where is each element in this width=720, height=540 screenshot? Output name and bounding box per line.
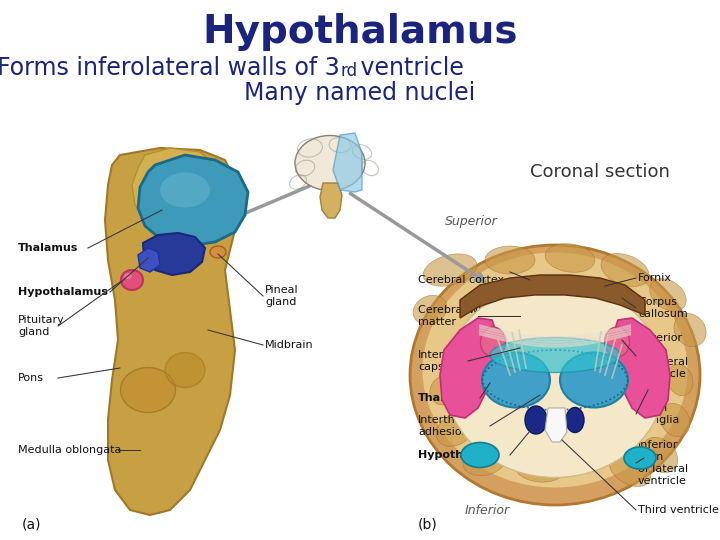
Ellipse shape — [436, 414, 474, 447]
Ellipse shape — [605, 327, 629, 357]
Text: ventricle: ventricle — [638, 369, 687, 379]
Text: Hypothalamus: Hypothalamus — [418, 450, 508, 460]
Ellipse shape — [160, 172, 210, 207]
Ellipse shape — [545, 244, 595, 272]
Text: (a): (a) — [22, 518, 42, 532]
Text: Fornix: Fornix — [638, 273, 672, 283]
Text: Pituitary: Pituitary — [18, 315, 65, 325]
Polygon shape — [333, 133, 362, 192]
Polygon shape — [460, 275, 645, 318]
Polygon shape — [138, 155, 248, 246]
Text: Medulla oblongata: Medulla oblongata — [18, 445, 122, 455]
Ellipse shape — [667, 364, 693, 396]
Text: Cerebral cortex: Cerebral cortex — [418, 275, 504, 285]
Text: Third ventricle: Third ventricle — [638, 505, 719, 515]
Ellipse shape — [674, 314, 706, 347]
Text: capsule: capsule — [418, 362, 461, 372]
Ellipse shape — [410, 245, 700, 505]
Ellipse shape — [485, 246, 535, 274]
Text: Anterior: Anterior — [638, 333, 683, 343]
Text: adhesion: adhesion — [418, 427, 469, 437]
Ellipse shape — [295, 136, 365, 191]
Text: Cerebral white: Cerebral white — [418, 305, 500, 315]
Ellipse shape — [121, 270, 143, 290]
Text: (b): (b) — [418, 518, 438, 532]
Ellipse shape — [461, 442, 499, 468]
Ellipse shape — [525, 406, 547, 434]
Polygon shape — [545, 408, 567, 442]
Text: Hypothalamus: Hypothalamus — [18, 287, 108, 297]
Ellipse shape — [482, 353, 550, 408]
Polygon shape — [105, 148, 240, 515]
Text: rd: rd — [340, 62, 357, 80]
Ellipse shape — [649, 279, 686, 311]
Text: Interthalamic: Interthalamic — [418, 415, 492, 425]
Ellipse shape — [423, 253, 688, 488]
Ellipse shape — [124, 273, 132, 279]
Ellipse shape — [560, 353, 628, 408]
Text: gland: gland — [265, 297, 297, 307]
Text: Thalamus: Thalamus — [18, 243, 78, 253]
Text: horn: horn — [638, 452, 663, 462]
Text: Pons: Pons — [18, 373, 44, 383]
Text: of lateral: of lateral — [638, 357, 688, 367]
Text: Internal: Internal — [418, 350, 461, 360]
Text: of lateral: of lateral — [638, 464, 688, 474]
Text: Hypothalamus: Hypothalamus — [202, 13, 518, 51]
Text: ventricle: ventricle — [353, 56, 464, 80]
Text: callosum: callosum — [638, 309, 688, 319]
Text: Many named nuclei: Many named nuclei — [244, 81, 476, 105]
Text: Corpus: Corpus — [638, 297, 677, 307]
Ellipse shape — [642, 437, 678, 472]
Ellipse shape — [601, 253, 649, 287]
Text: ganglia: ganglia — [638, 415, 680, 425]
Text: Midbrain: Midbrain — [265, 340, 314, 350]
Text: Pineal: Pineal — [265, 285, 299, 295]
Ellipse shape — [624, 447, 656, 469]
Ellipse shape — [490, 338, 620, 373]
Text: Forms inferolateral walls of 3: Forms inferolateral walls of 3 — [0, 56, 340, 80]
Ellipse shape — [423, 254, 477, 286]
Text: ventricle: ventricle — [638, 476, 687, 486]
Polygon shape — [320, 183, 342, 218]
Polygon shape — [440, 318, 498, 418]
Text: Superior: Superior — [445, 215, 498, 228]
Text: Basal: Basal — [638, 403, 668, 413]
Ellipse shape — [660, 403, 690, 437]
Text: Thalamus: Thalamus — [418, 393, 478, 403]
Text: gland: gland — [18, 327, 50, 337]
Text: matter: matter — [418, 317, 456, 327]
Ellipse shape — [430, 375, 460, 405]
Ellipse shape — [445, 282, 665, 477]
Ellipse shape — [549, 413, 567, 437]
Ellipse shape — [413, 295, 447, 325]
Text: Inferior: Inferior — [638, 440, 678, 450]
Polygon shape — [132, 148, 225, 228]
Text: Coronal section: Coronal section — [530, 163, 670, 181]
Ellipse shape — [165, 353, 205, 388]
Ellipse shape — [463, 444, 507, 476]
Polygon shape — [138, 248, 160, 272]
Ellipse shape — [566, 408, 584, 433]
Ellipse shape — [120, 368, 176, 413]
Polygon shape — [612, 318, 670, 418]
Polygon shape — [143, 233, 205, 275]
Ellipse shape — [515, 454, 565, 482]
Ellipse shape — [210, 246, 226, 258]
Text: horn: horn — [638, 345, 663, 355]
Text: Inferior: Inferior — [465, 503, 510, 516]
Ellipse shape — [480, 327, 505, 357]
Ellipse shape — [609, 454, 651, 487]
